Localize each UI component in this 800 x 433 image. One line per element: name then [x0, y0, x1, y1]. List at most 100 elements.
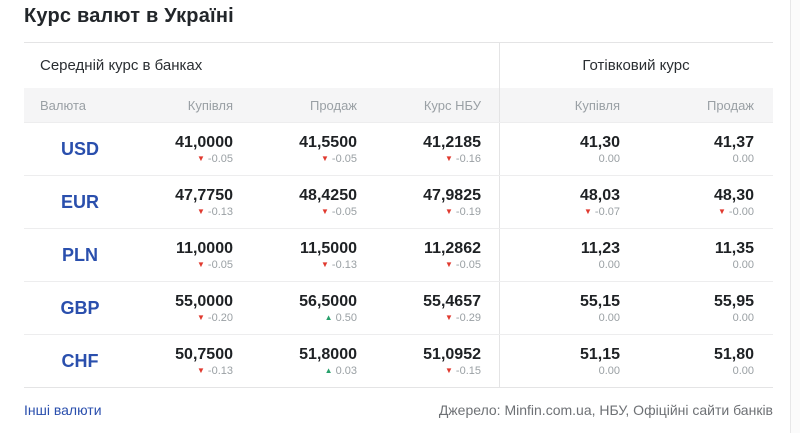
arrow-down-icon: ▼	[321, 206, 329, 216]
rate-value: 48,03	[579, 186, 620, 204]
rate-delta: ▼ -0.00	[718, 205, 754, 219]
arrow-down-icon: ▼	[718, 206, 726, 216]
rate-delta: ▼ -0.07	[584, 205, 620, 219]
rate-delta: ▼ -0.05	[321, 205, 357, 219]
cash-sell-cell: 51,80 0.00	[620, 335, 772, 387]
delta-value: -0.05	[331, 205, 357, 218]
rate-delta: ▼ -0.05	[445, 258, 481, 272]
rate-value: 55,4657	[423, 292, 481, 310]
delta-value: 0.00	[732, 364, 754, 377]
arrow-down-icon: ▼	[197, 206, 205, 216]
nbu-rate-cell: 11,2862 ▼ -0.05	[357, 229, 500, 281]
arrow-down-icon: ▼	[445, 206, 453, 216]
rate-value: 41,30	[579, 133, 620, 151]
arrow-down-icon: ▼	[197, 365, 205, 375]
section-cash-header: Готівковий курс	[582, 57, 690, 74]
table-row: GBP 55,0000 ▼ -0.20 56,5000 ▲ 0.50 55,4657 ▼ -0.2…	[24, 281, 773, 334]
bank-sell-cell: 41,5500 ▼ -0.05	[233, 123, 357, 175]
table-body: USD 41,0000 ▼ -0.05 41,5500 ▼ -0.05 41,2185 ▼ -0.…	[24, 122, 773, 387]
other-currencies-link[interactable]: Інші валюти	[24, 402, 102, 418]
delta-value: -0.00	[728, 205, 754, 218]
table-row: PLN 11,0000 ▼ -0.05 11,5000 ▼ -0.13 11,2862 ▼ -0.…	[24, 228, 773, 281]
arrow-down-icon: ▼	[321, 153, 329, 163]
rate-value: 41,0000	[175, 133, 233, 151]
rate-delta: 0.00	[733, 311, 754, 325]
nbu-rate-cell: 41,2185 ▼ -0.16	[357, 123, 500, 175]
rate-value: 48,4250	[299, 186, 357, 204]
rate-value: 51,80	[713, 345, 754, 363]
delta-value: -0.13	[331, 258, 357, 271]
cash-buy-cell: 41,30 0.00	[500, 123, 620, 175]
currency-cell: GBP	[24, 282, 120, 334]
rate-delta: 0.00	[599, 364, 620, 378]
delta-value: 0.03	[335, 364, 357, 377]
rate-value: 11,23	[580, 239, 620, 257]
nbu-rate-cell: 47,9825 ▼ -0.19	[357, 176, 500, 228]
table-row: USD 41,0000 ▼ -0.05 41,5500 ▼ -0.05 41,2185 ▼ -0.…	[24, 122, 773, 175]
rate-value: 11,0000	[176, 239, 233, 257]
rate-delta: ▼ -0.16	[445, 152, 481, 166]
cash-buy-cell: 55,15 0.00	[500, 282, 620, 334]
nbu-rate-cell: 55,4657 ▼ -0.29	[357, 282, 500, 334]
delta-value: -0.05	[207, 258, 233, 271]
bank-buy-cell: 47,7750 ▼ -0.13	[120, 176, 233, 228]
cash-buy-cell: 48,03 ▼ -0.07	[500, 176, 620, 228]
arrow-down-icon: ▼	[197, 312, 205, 322]
delta-value: -0.19	[455, 205, 481, 218]
scrollbar-track[interactable]	[790, 0, 800, 433]
cash-sell-cell: 48,30 ▼ -0.00	[620, 176, 772, 228]
delta-value: -0.29	[455, 311, 481, 324]
delta-value: 0.00	[732, 152, 754, 165]
bank-sell-cell: 48,4250 ▼ -0.05	[233, 176, 357, 228]
arrow-up-icon: ▲	[324, 312, 333, 322]
cash-sell-cell: 55,95 0.00	[620, 282, 772, 334]
delta-value: 0.00	[598, 258, 620, 271]
column-header-sell: Продаж	[309, 97, 357, 113]
currency-code-link[interactable]: EUR	[60, 191, 99, 212]
rate-value: 41,5500	[299, 133, 357, 151]
rate-delta: 0.00	[599, 258, 620, 272]
rate-value: 50,7500	[175, 345, 233, 363]
rate-delta: ▼ -0.13	[321, 258, 357, 272]
rate-delta: ▼ -0.13	[197, 364, 233, 378]
rate-value: 55,0000	[175, 292, 233, 310]
delta-value: -0.05	[207, 152, 233, 165]
rate-delta: ▼ -0.15	[445, 364, 481, 378]
rate-value: 11,5000	[300, 239, 357, 257]
rate-delta: ▼ -0.05	[321, 152, 357, 166]
column-header-cash-buy: Купівля	[574, 97, 620, 113]
rate-delta: ▼ -0.20	[197, 311, 233, 325]
currency-cell: EUR	[24, 176, 120, 228]
rate-value: 47,9825	[423, 186, 481, 204]
currency-code-link[interactable]: CHF	[61, 350, 99, 371]
column-header-buy: Купівля	[187, 97, 233, 113]
column-header-row: Валюта Купівля Продаж Курс НБУ Купівля П…	[24, 88, 773, 122]
currency-code-link[interactable]: USD	[60, 138, 99, 159]
rate-delta: 0.00	[733, 152, 754, 166]
rate-delta: 0.00	[733, 258, 754, 272]
rate-value: 47,7750	[175, 186, 233, 204]
rate-value: 41,2185	[423, 133, 481, 151]
rate-value: 55,15	[579, 292, 620, 310]
rate-value: 41,37	[713, 133, 754, 151]
bank-buy-cell: 55,0000 ▼ -0.20	[120, 282, 233, 334]
currency-cell: CHF	[24, 335, 120, 387]
delta-value: 0.00	[598, 311, 620, 324]
column-header-currency: Валюта	[40, 97, 86, 113]
column-header-cash-sell: Продаж	[706, 97, 754, 113]
arrow-down-icon: ▼	[321, 259, 329, 269]
currency-code-link[interactable]: GBP	[60, 297, 100, 318]
bank-sell-cell: 56,5000 ▲ 0.50	[233, 282, 357, 334]
cash-sell-cell: 11,35 0.00	[620, 229, 772, 281]
currency-cell: PLN	[24, 229, 120, 281]
page-title: Курс валют в Україні	[24, 5, 234, 27]
column-header-nbu: Курс НБУ	[357, 88, 500, 122]
arrow-down-icon: ▼	[197, 259, 205, 269]
rate-delta: ▲ 0.50	[325, 311, 357, 325]
table-row: CHF 50,7500 ▼ -0.13 51,8000 ▲ 0.03 51,0952 ▼ -0.1…	[24, 334, 773, 387]
cash-buy-cell: 11,23 0.00	[500, 229, 620, 281]
currency-code-link[interactable]: PLN	[62, 244, 98, 265]
bank-sell-cell: 11,5000 ▼ -0.13	[233, 229, 357, 281]
arrow-down-icon: ▼	[445, 259, 453, 269]
rate-value: 55,95	[713, 292, 754, 310]
